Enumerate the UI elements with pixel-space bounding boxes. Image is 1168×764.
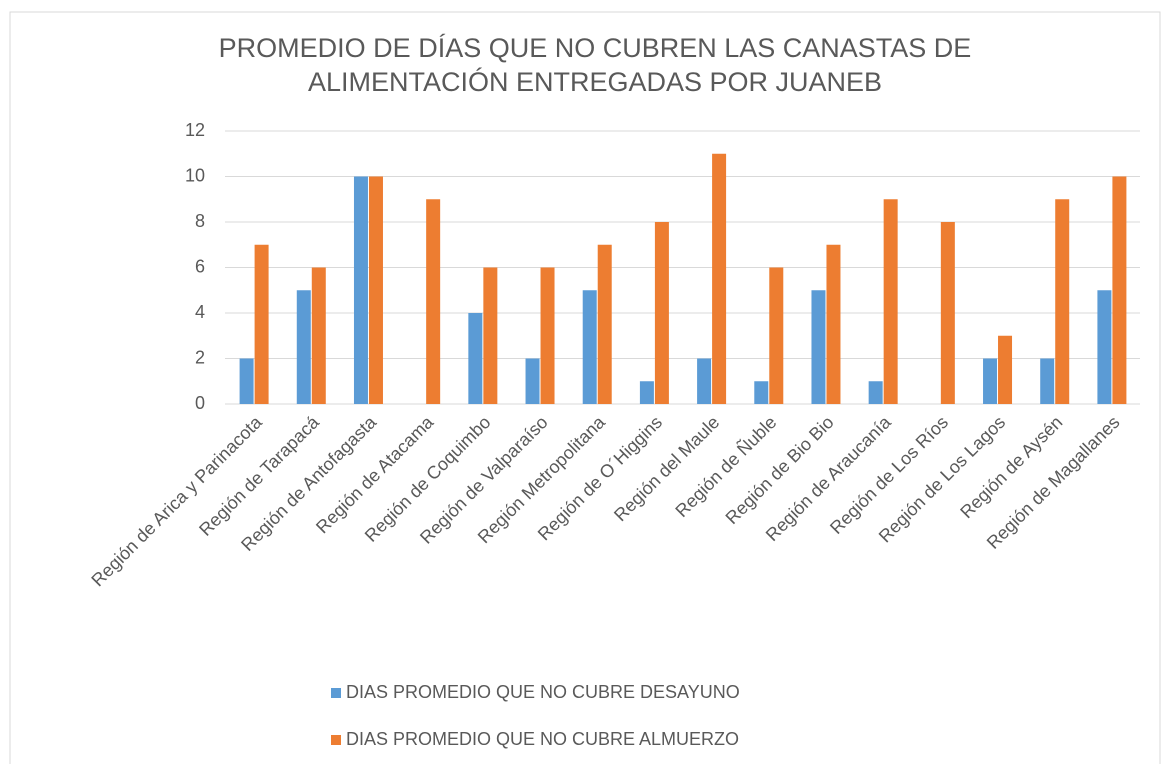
bar bbox=[540, 267, 555, 404]
bar bbox=[1112, 176, 1127, 404]
chart-title: ALIMENTACIÓN ENTREGADAS POR JUANEB bbox=[308, 66, 882, 97]
bar bbox=[468, 313, 483, 404]
bar bbox=[883, 199, 898, 404]
bar bbox=[940, 222, 955, 404]
bar bbox=[811, 290, 826, 404]
bar bbox=[983, 358, 998, 404]
legend-label: DIAS PROMEDIO QUE NO CUBRE DESAYUNO bbox=[346, 682, 740, 702]
bar bbox=[754, 381, 769, 404]
y-tick-label: 2 bbox=[195, 347, 205, 367]
bar bbox=[826, 244, 841, 404]
bar bbox=[311, 267, 326, 404]
y-tick-label: 0 bbox=[195, 393, 205, 413]
bar bbox=[998, 335, 1013, 404]
bar bbox=[712, 153, 727, 404]
bar bbox=[597, 244, 612, 404]
y-tick-label: 12 bbox=[185, 120, 205, 140]
bar bbox=[868, 381, 883, 404]
bar bbox=[368, 176, 383, 404]
bar bbox=[353, 176, 368, 404]
bar bbox=[426, 199, 441, 404]
y-tick-label: 10 bbox=[185, 165, 205, 185]
bar bbox=[239, 358, 254, 404]
legend-label: DIAS PROMEDIO QUE NO CUBRE ALMUERZO bbox=[346, 729, 739, 749]
bar bbox=[483, 267, 498, 404]
legend-swatch bbox=[331, 735, 341, 745]
bar bbox=[1040, 358, 1055, 404]
y-tick-label: 4 bbox=[195, 302, 205, 322]
y-tick-label: 6 bbox=[195, 256, 205, 276]
bar bbox=[639, 381, 654, 404]
bar bbox=[654, 222, 669, 404]
bar bbox=[525, 358, 540, 404]
bar bbox=[254, 244, 269, 404]
bar bbox=[1097, 290, 1112, 404]
bar bbox=[1055, 199, 1070, 404]
bar bbox=[582, 290, 597, 404]
bar bbox=[697, 358, 712, 404]
legend-swatch bbox=[331, 688, 341, 698]
y-tick-label: 8 bbox=[195, 211, 205, 231]
bar bbox=[296, 290, 311, 404]
chart-title: PROMEDIO DE DÍAS QUE NO CUBREN LAS CANAS… bbox=[219, 33, 972, 63]
bar bbox=[769, 267, 784, 404]
